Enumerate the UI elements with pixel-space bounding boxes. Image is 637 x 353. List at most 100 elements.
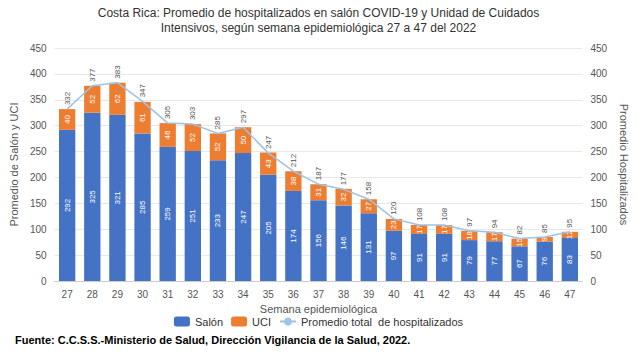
svg-text:39: 39: [363, 289, 375, 300]
svg-text:97: 97: [465, 217, 474, 226]
svg-text:350: 350: [30, 94, 47, 105]
svg-text:76: 76: [540, 256, 549, 265]
svg-text:259: 259: [163, 207, 172, 221]
svg-text:0: 0: [41, 276, 47, 287]
svg-text:52: 52: [88, 94, 97, 103]
svg-text:44: 44: [489, 289, 501, 300]
svg-text:83: 83: [565, 255, 574, 264]
svg-text:37: 37: [313, 289, 325, 300]
svg-text:383: 383: [113, 65, 122, 79]
svg-text:233: 233: [213, 213, 222, 227]
svg-text:50: 50: [590, 250, 602, 261]
svg-text:40: 40: [63, 114, 72, 123]
svg-text:30: 30: [137, 289, 149, 300]
svg-text:450: 450: [30, 43, 47, 54]
svg-text:77: 77: [490, 256, 499, 265]
svg-text:94: 94: [490, 219, 499, 228]
svg-text:0: 0: [590, 276, 596, 287]
svg-text:82: 82: [515, 225, 524, 234]
svg-text:38: 38: [289, 176, 298, 185]
svg-text:450: 450: [590, 43, 607, 54]
svg-text:85: 85: [540, 224, 549, 233]
svg-text:38: 38: [338, 289, 350, 300]
svg-text:251: 251: [188, 209, 197, 223]
svg-text:300: 300: [30, 120, 47, 131]
svg-text:UCI: UCI: [252, 316, 271, 328]
svg-text:200: 200: [30, 172, 47, 183]
svg-text:205: 205: [264, 221, 273, 235]
svg-text:131: 131: [364, 240, 373, 254]
svg-text:187: 187: [314, 166, 323, 180]
svg-text:Promedio Hospitalizados: Promedio Hospitalizados: [618, 104, 630, 226]
svg-text:50: 50: [239, 135, 248, 144]
svg-text:61: 61: [138, 113, 147, 122]
svg-text:62: 62: [113, 94, 122, 103]
svg-text:325: 325: [88, 190, 97, 204]
svg-text:108: 108: [440, 207, 449, 221]
svg-text:285: 285: [138, 200, 147, 214]
svg-text:347: 347: [138, 83, 147, 97]
svg-text:28: 28: [87, 289, 99, 300]
svg-text:27: 27: [62, 289, 74, 300]
svg-text:400: 400: [590, 68, 607, 79]
svg-text:285: 285: [213, 116, 222, 130]
svg-text:303: 303: [188, 106, 197, 120]
svg-text:41: 41: [413, 289, 425, 300]
svg-text:29: 29: [112, 289, 124, 300]
svg-text:52: 52: [213, 142, 222, 151]
svg-text:247: 247: [239, 210, 248, 224]
svg-text:250: 250: [590, 146, 607, 157]
svg-text:100: 100: [30, 224, 47, 235]
svg-text:120: 120: [389, 201, 398, 215]
svg-text:350: 350: [590, 94, 607, 105]
svg-text:377: 377: [88, 68, 97, 82]
svg-text:305: 305: [163, 105, 172, 119]
svg-text:34: 34: [238, 289, 250, 300]
svg-text:Costa Rica: Promedio de hospit: Costa Rica: Promedio de hospitalizados e…: [98, 6, 540, 20]
svg-text:32: 32: [187, 289, 199, 300]
svg-text:52: 52: [188, 133, 197, 142]
svg-text:300: 300: [590, 120, 607, 131]
svg-text:146: 146: [339, 236, 348, 250]
svg-text:177: 177: [339, 171, 348, 185]
svg-text:43: 43: [264, 159, 273, 168]
svg-text:332: 332: [63, 91, 72, 105]
svg-text:45: 45: [514, 289, 526, 300]
svg-text:23: 23: [389, 220, 398, 229]
svg-text:32: 32: [339, 192, 348, 201]
svg-text:150: 150: [590, 198, 607, 209]
svg-text:40: 40: [388, 289, 400, 300]
svg-text:46: 46: [163, 130, 172, 139]
svg-text:292: 292: [63, 198, 72, 212]
svg-text:156: 156: [314, 233, 323, 247]
svg-text:158: 158: [364, 181, 373, 195]
svg-text:321: 321: [113, 191, 122, 205]
svg-text:42: 42: [439, 289, 451, 300]
svg-text:Fuente: C.C.S.S.-Ministerio de: Fuente: C.C.S.S.-Ministerio de Salud, Di…: [15, 334, 410, 346]
svg-text:31: 31: [314, 187, 323, 196]
svg-text:Salón: Salón: [195, 316, 223, 328]
svg-text:200: 200: [590, 172, 607, 183]
svg-text:247: 247: [264, 135, 273, 149]
svg-text:Intensivos, según semana epide: Intensivos, según semana epidemiológica …: [161, 21, 477, 35]
svg-text:33: 33: [212, 289, 224, 300]
svg-text:250: 250: [30, 146, 47, 157]
svg-text:95: 95: [565, 218, 574, 227]
svg-text:174: 174: [289, 229, 298, 243]
svg-text:43: 43: [464, 289, 476, 300]
svg-text:97: 97: [389, 251, 398, 260]
svg-text:31: 31: [162, 289, 174, 300]
svg-text:12: 12: [565, 230, 574, 239]
svg-text:Semana epidemiológica: Semana epidemiológica: [260, 303, 378, 315]
svg-text:91: 91: [440, 252, 449, 261]
svg-text:35: 35: [263, 289, 275, 300]
svg-text:46: 46: [539, 289, 551, 300]
svg-text:47: 47: [564, 289, 576, 300]
svg-text:Promedio total de hospitaliza: Promedio total de hospitalizados: [301, 316, 464, 328]
svg-text:Promedio de Salón y UCI: Promedio de Salón y UCI: [8, 102, 20, 226]
svg-text:212: 212: [289, 153, 298, 167]
svg-text:17: 17: [415, 224, 424, 233]
svg-text:100: 100: [590, 224, 607, 235]
svg-text:36: 36: [288, 289, 300, 300]
svg-text:400: 400: [30, 68, 47, 79]
